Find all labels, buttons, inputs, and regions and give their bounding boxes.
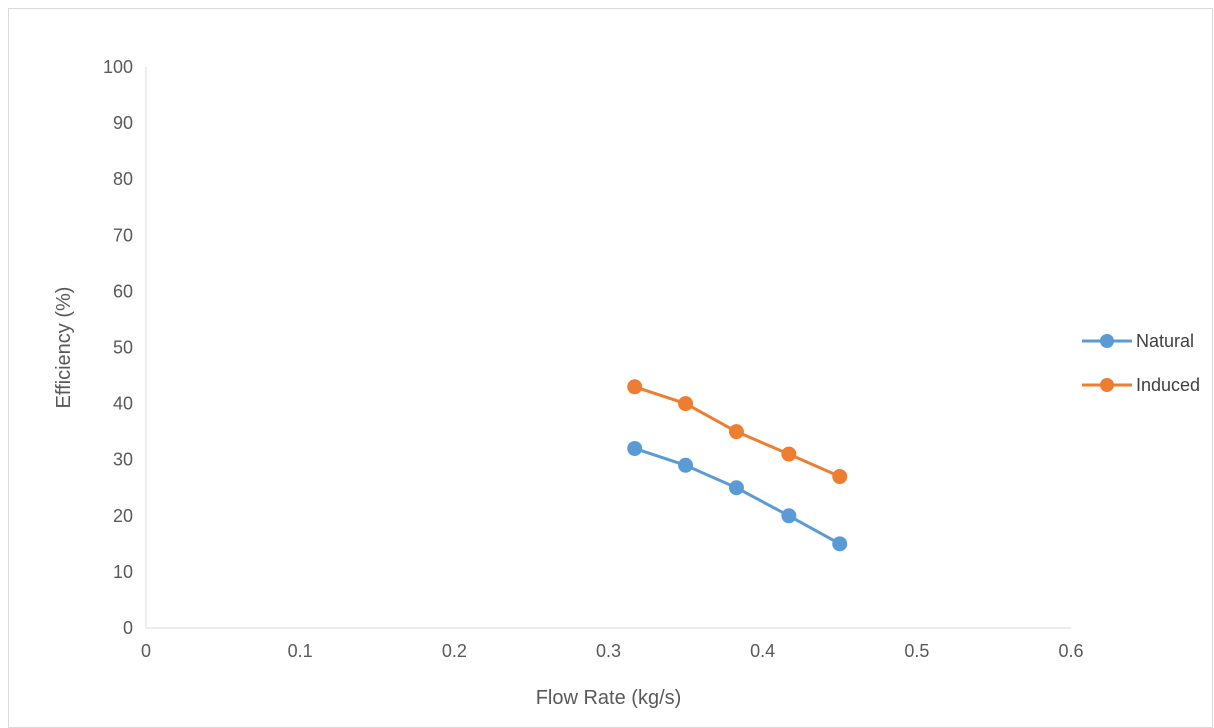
x-tick-label: 0.3 bbox=[596, 641, 621, 661]
data-point-natural bbox=[627, 440, 643, 456]
x-tick-label: 0.5 bbox=[904, 641, 929, 661]
y-axis-title: Efficiency (%) bbox=[53, 287, 75, 409]
x-tick-labels: 0 0.1 0.2 0.3 0.4 0.5 0.6 bbox=[141, 641, 1084, 661]
x-tick-label: 0.6 bbox=[1058, 641, 1083, 661]
legend-item-natural: Natural bbox=[1082, 331, 1194, 351]
x-tick-label: 0.4 bbox=[750, 641, 775, 661]
x-tick-label: 0 bbox=[141, 641, 151, 661]
y-tick-labels: 0 10 20 30 40 50 60 70 80 90 100 bbox=[103, 57, 133, 638]
y-tick-label: 10 bbox=[113, 562, 133, 582]
x-axis-title: Flow Rate (kg/s) bbox=[536, 687, 682, 709]
y-tick-label: 0 bbox=[123, 618, 133, 638]
series-layer bbox=[627, 379, 848, 552]
data-point-induced bbox=[627, 379, 643, 395]
y-tick-label: 80 bbox=[113, 169, 133, 189]
legend-swatch-marker bbox=[1100, 334, 1114, 348]
legend-item-induced: Induced bbox=[1082, 375, 1200, 395]
legend-label: Natural bbox=[1136, 331, 1194, 351]
y-tick-label: 60 bbox=[113, 281, 133, 301]
data-point-induced bbox=[832, 469, 848, 485]
series-natural bbox=[627, 440, 848, 552]
y-tick-label: 100 bbox=[103, 57, 133, 77]
y-tick-label: 40 bbox=[113, 394, 133, 414]
axes-group bbox=[145, 67, 1071, 629]
x-tick-label: 0.2 bbox=[442, 641, 467, 661]
y-tick-label: 90 bbox=[113, 113, 133, 133]
y-tick-label: 50 bbox=[113, 338, 133, 358]
y-tick-label: 20 bbox=[113, 506, 133, 526]
data-point-natural bbox=[832, 536, 848, 552]
data-point-natural bbox=[678, 457, 694, 473]
data-point-induced bbox=[728, 424, 744, 440]
x-tick-label: 0.1 bbox=[288, 641, 313, 661]
data-point-induced bbox=[678, 396, 694, 412]
data-point-natural bbox=[781, 508, 797, 524]
data-point-induced bbox=[781, 446, 797, 462]
y-tick-label: 70 bbox=[113, 225, 133, 245]
legend: Natural Induced bbox=[1082, 331, 1200, 395]
series-induced bbox=[627, 379, 848, 485]
y-tick-label: 30 bbox=[113, 450, 133, 470]
data-point-natural bbox=[728, 480, 744, 496]
legend-label: Induced bbox=[1136, 375, 1200, 395]
legend-swatch-marker bbox=[1100, 378, 1114, 392]
